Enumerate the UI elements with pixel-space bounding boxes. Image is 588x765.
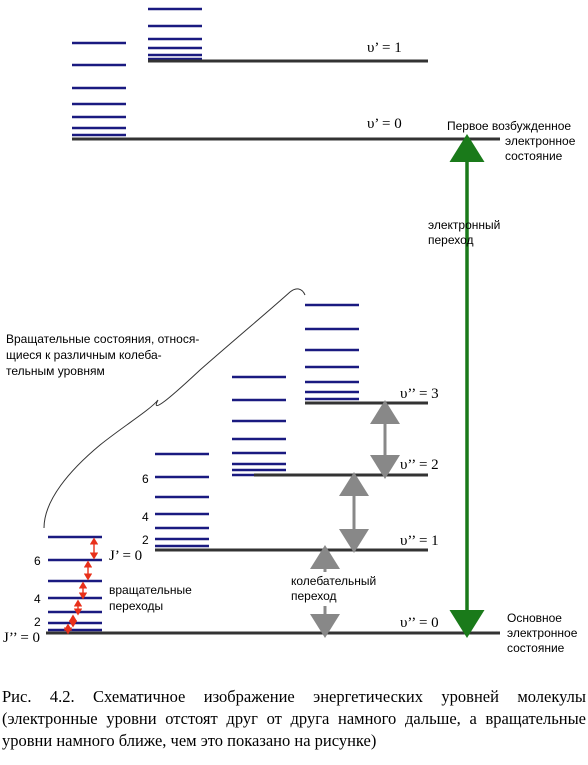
- lower-state-label-1: Основное: [507, 611, 562, 625]
- figure-caption: Рис. 4.2. Схематичное изображение энерге…: [2, 686, 586, 752]
- j-lower-zero-label: J’’ = 0: [3, 630, 40, 646]
- rotational-states-bracket: [43, 288, 306, 529]
- rotational-transition-arrows: [63, 537, 99, 635]
- vibrational-transition-arrows: [310, 400, 400, 638]
- j-upper-2-label: 2: [142, 533, 149, 547]
- j-upper-zero-label: J’ = 0: [109, 548, 142, 564]
- lower-v3-label: υ’’ = 3: [400, 386, 439, 402]
- j-lower-4-label: 4: [34, 592, 41, 606]
- rotational-states-note-2: щиеся к различным колеба-: [6, 348, 162, 362]
- upper-state-label-2: электронное: [505, 134, 576, 148]
- upper-state-label-3: состояние: [505, 149, 563, 163]
- electronic-transition-label-2: переход: [428, 233, 474, 247]
- vibrational-transition-label-1: колебательный: [291, 574, 376, 588]
- rotational-states-note-3: тельным уровням: [6, 364, 105, 378]
- rotational-levels: [48, 7, 359, 635]
- j-lower-2-label: 2: [34, 615, 41, 629]
- vibrational-transition-label-2: переход: [291, 589, 337, 603]
- upper-v0-label: υ’ = 0: [367, 116, 402, 132]
- energy-level-diagram: υ’ = 1 υ’ = 0 υ’’ = 3 υ’’ = 2 υ’’ = 1 υ’…: [3, 7, 578, 655]
- j-upper-4-label: 4: [142, 510, 149, 524]
- rotational-transitions-label-1: вращательные: [109, 583, 192, 597]
- upper-v1-label: υ’ = 1: [367, 40, 402, 56]
- lower-v1-label: υ’’ = 1: [400, 533, 439, 549]
- electronic-transition-label-1: электронный: [428, 218, 500, 232]
- upper-state-label-1: Первое возбужденное: [447, 119, 571, 133]
- rotational-states-note-1: Вращательные состояния, относя-: [6, 332, 199, 346]
- lower-v0-label: υ’’ = 0: [400, 615, 439, 631]
- j-upper-6-label: 6: [142, 472, 149, 486]
- figure-caption-text: Рис. 4.2. Схематичное изображение энерге…: [2, 687, 586, 750]
- rotational-transitions-label-2: переходы: [109, 599, 163, 613]
- j-lower-6-label: 6: [34, 554, 41, 568]
- lower-state-label-3: состояние: [507, 641, 565, 655]
- lower-state-label-2: электронное: [507, 626, 578, 640]
- lower-v2-label: υ’’ = 2: [400, 457, 439, 473]
